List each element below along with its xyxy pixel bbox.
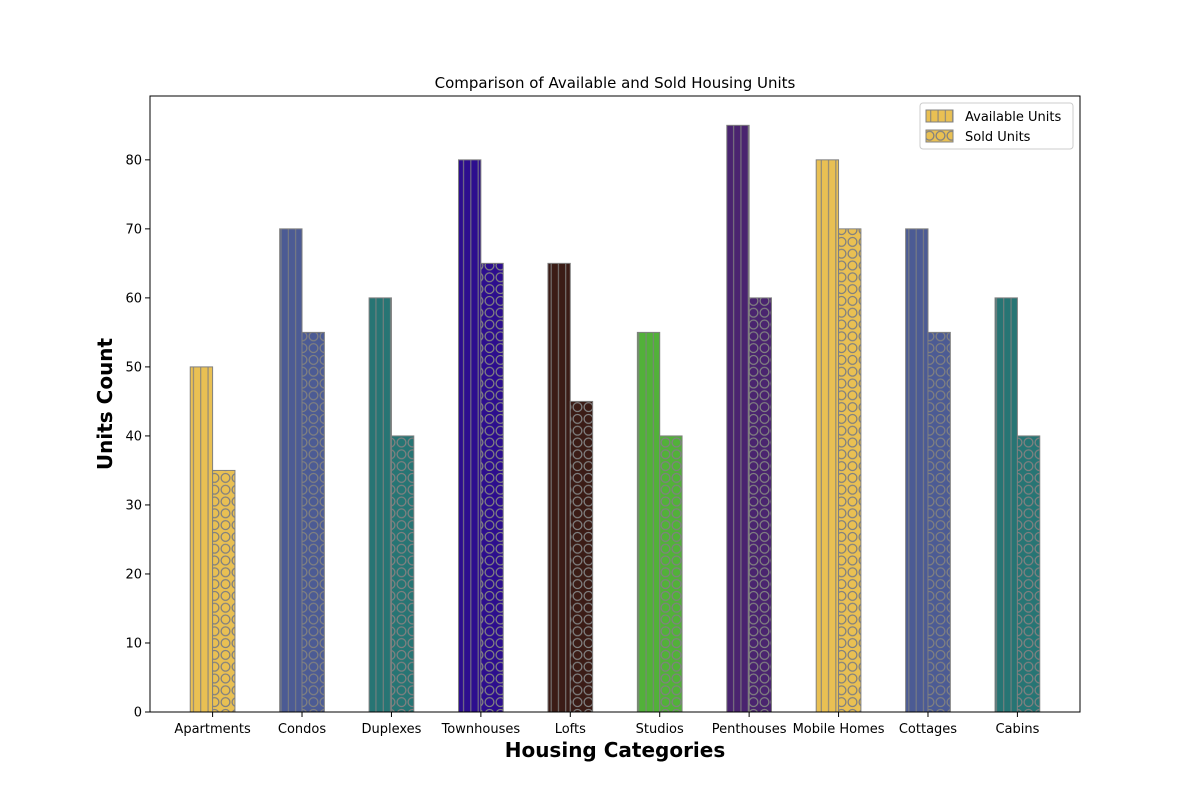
- x-tick-label: Studios: [636, 722, 684, 737]
- x-tick-label: Penthouses: [712, 722, 787, 737]
- x-tick-label: Condos: [278, 722, 326, 737]
- y-tick-label: 40: [125, 429, 142, 444]
- bar-available-condos: [279, 228, 303, 713]
- plot-bars: [189, 124, 1041, 713]
- x-axis: Apartments Condos Duplexes Townhouses Lofts S…: [174, 712, 1040, 737]
- legend-swatch: [925, 129, 954, 143]
- bar-sold-penthouses: [748, 297, 772, 713]
- bar-available-penthouses: [726, 124, 750, 713]
- bar-sold-townhouses: [480, 262, 504, 713]
- x-tick-label: Cottages: [899, 722, 957, 737]
- y-tick-label: 70: [125, 222, 142, 237]
- y-tick-label: 10: [125, 636, 142, 651]
- y-tick-label: 50: [125, 360, 142, 375]
- x-tick-label: Cabins: [995, 722, 1039, 737]
- bar-available-cabins: [994, 297, 1018, 713]
- bar-sold-duplexes: [390, 435, 415, 713]
- bar-available-lofts: [547, 262, 571, 713]
- y-tick-label: 80: [125, 153, 142, 168]
- bar-sold-condos: [301, 331, 325, 713]
- legend-swatch: [925, 109, 954, 123]
- y-tick-label: 20: [125, 567, 142, 582]
- x-tick-label: Mobile Homes: [793, 722, 885, 737]
- bar-available-duplexes: [368, 297, 392, 713]
- y-axis: 0 10 20 30 40 50 60 70 80: [125, 153, 150, 721]
- x-tick-label: Apartments: [174, 722, 251, 737]
- bar-sold-studios: [659, 435, 683, 713]
- bar-sold-lofts: [569, 400, 594, 713]
- y-tick-label: 30: [125, 498, 142, 513]
- bar-sold-apartments: [212, 469, 236, 713]
- bar-sold-cabins: [1016, 435, 1041, 713]
- bar-available-cottages: [905, 228, 929, 713]
- y-tick-label: 60: [125, 291, 142, 306]
- legend-label: Sold Units: [965, 130, 1031, 145]
- plot-frame: [149, 95, 1081, 713]
- legend-box: [919, 102, 1074, 150]
- x-tick-label: Townhouses: [441, 722, 521, 737]
- bar-available-studios: [636, 331, 661, 713]
- chart-title: Comparison of Available and Sold Housing…: [435, 74, 796, 92]
- legend-label: Available Units: [965, 110, 1061, 125]
- x-tick-label: Duplexes: [361, 722, 421, 737]
- y-axis-label: Units Count: [93, 337, 117, 470]
- x-axis-label: Housing Categories: [505, 738, 726, 762]
- legend: Available Units Sold Units: [919, 102, 1074, 150]
- bar-available-townhouses: [458, 159, 482, 713]
- x-tick-label: Lofts: [555, 722, 586, 737]
- y-tick-label: 0: [134, 706, 142, 721]
- bar-sold-mobile-homes: [838, 228, 862, 713]
- bar-available-apartments: [189, 366, 214, 713]
- bar-sold-cottages: [927, 331, 951, 713]
- bar-available-mobile-homes: [815, 159, 840, 713]
